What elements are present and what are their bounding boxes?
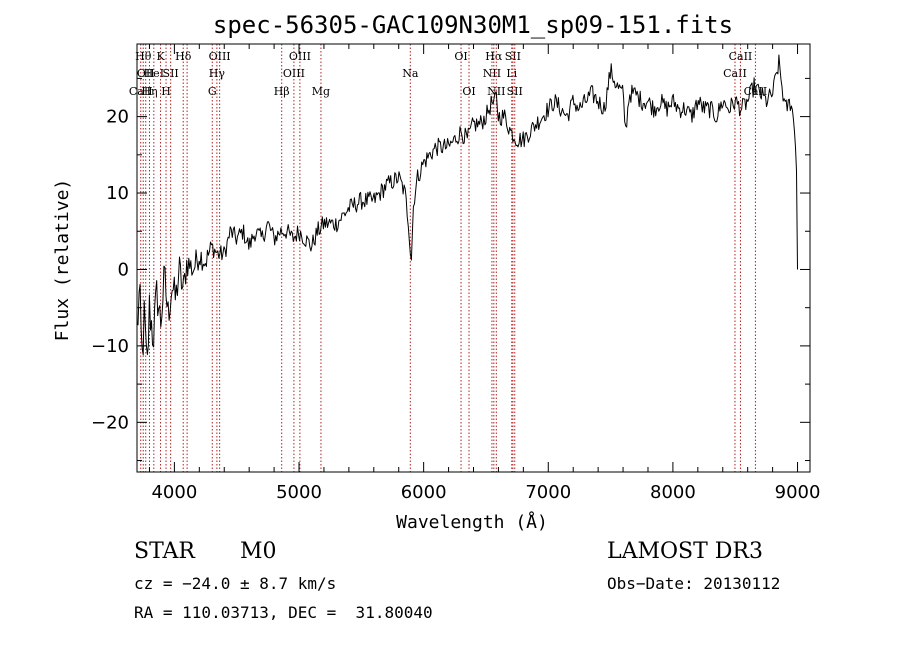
- line-label-15: OIII: [289, 50, 311, 63]
- line-label-25: SII: [507, 85, 523, 98]
- spectrum-series: [136, 54, 798, 356]
- observation-date: Obs−Date: 20130112: [607, 574, 781, 593]
- coordinates-readout: RA = 110.03713, DEC = 31.80040: [134, 603, 433, 622]
- chart-title: spec-56305-GAC109N30M1_sp09-151.fits: [213, 11, 733, 39]
- x-tick-label-0: 4000: [151, 482, 197, 503]
- line-label-16: Mg: [312, 85, 330, 98]
- x-tick-label-4: 8000: [650, 482, 696, 503]
- velocity-readout: cz = −24.0 ± 8.7 km/s: [134, 574, 337, 593]
- y-tick-label-3: 10: [106, 183, 129, 204]
- line-label-26: CaII: [723, 67, 747, 80]
- x-tick-label-1: 5000: [276, 482, 322, 503]
- line-label-10: G: [208, 85, 217, 98]
- y-axis-label: Flux (relative): [52, 179, 73, 342]
- spectral-line-markers: CaII Hθ OII Hη HeI K H SII Hδ G Hγ OIII Hβ OIII OIII Mg…: [129, 44, 767, 472]
- line-label-17: Na: [402, 67, 419, 80]
- line-label-5: K: [156, 50, 165, 63]
- y-tick-label-1: −10: [91, 336, 129, 357]
- line-label-4: HeI: [144, 67, 164, 80]
- x-tick-label-5: 9000: [775, 482, 821, 503]
- line-label-13: Hβ: [274, 85, 290, 98]
- line-label-14: OIII: [283, 67, 305, 80]
- line-label-19: OI: [462, 85, 475, 98]
- y-tick-label-4: 20: [106, 107, 129, 128]
- x-tick-label-3: 7000: [525, 482, 571, 503]
- line-label-8: Hδ: [175, 50, 192, 63]
- line-label-12: OIII: [209, 50, 231, 63]
- line-label-11: Hγ: [209, 67, 226, 80]
- y-axis-ticks: −20 −10 0 10 20: [91, 77, 810, 462]
- x-axis-ticks: 4000 5000 6000 7000 8000 9000: [148, 44, 821, 503]
- line-label-27: CaII: [729, 50, 753, 63]
- line-label-20: NII: [483, 67, 501, 80]
- line-label-23: Li: [506, 67, 517, 80]
- line-label-3: Hη: [141, 85, 157, 98]
- line-label-0: CaII: [129, 85, 153, 98]
- object-class: STAR: [134, 539, 195, 564]
- x-tick-label-2: 6000: [401, 482, 447, 503]
- line-label-6: H: [161, 85, 171, 98]
- survey-name: LAMOST DR3: [607, 539, 763, 564]
- x-axis-label: Wavelength (Å): [396, 511, 548, 533]
- line-label-24: SII: [505, 50, 521, 63]
- line-label-1: Hθ: [135, 50, 152, 63]
- y-tick-label-0: −20: [91, 412, 129, 433]
- line-label-21: Hα: [485, 50, 503, 63]
- line-label-2: OII: [137, 67, 155, 80]
- object-subclass: M0: [240, 539, 277, 564]
- line-label-7: SII: [163, 67, 179, 80]
- line-label-18: OI: [454, 50, 467, 63]
- y-tick-label-2: 0: [118, 259, 129, 280]
- series-0-line: [136, 54, 798, 356]
